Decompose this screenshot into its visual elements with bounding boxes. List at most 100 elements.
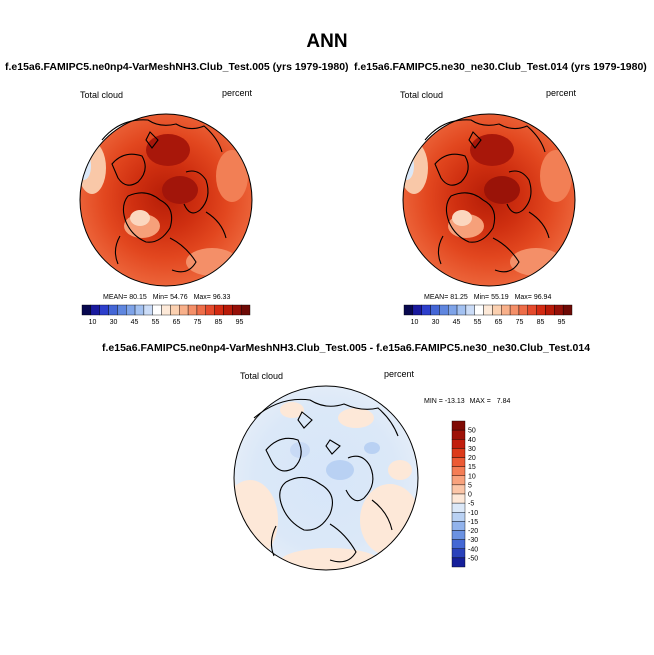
- panel-3-colorbar-label-4: 15: [468, 464, 476, 471]
- panel-2-colorbar-box-4: [439, 304, 449, 316]
- map-1: [79, 113, 253, 287]
- panel-3-title: f.e15a6.FAMIPC5.ne0np4-VarMeshNH3.Club_T…: [102, 342, 591, 354]
- figure-title: ANN: [306, 31, 348, 52]
- panel-2-colorbar-label-2: 45: [453, 319, 461, 326]
- colorbars: 10 30 45 55 65 75 85 95 10 30 45 55 65 75 85 9550403020…: [81, 304, 573, 568]
- panel-2-colorbar-box-11: [501, 304, 511, 316]
- panel-1-min-value: 54.76: [170, 294, 188, 301]
- panel-1-colorbar-box-4: [117, 304, 127, 316]
- panel-1-colorbar-label-7: 95: [236, 319, 244, 326]
- panel-3-variable-label: Total cloud: [240, 371, 284, 381]
- panel-2-title: f.e15a6.FAMIPC5.ne30_ne30.Club_Test.014 …: [354, 61, 647, 73]
- panel-2-colorbar-box-8: [474, 304, 484, 316]
- panel-1-max-label: Max=: [193, 294, 211, 301]
- panel-3-colorbar-label-14: -50: [468, 555, 478, 562]
- panel-1-title: f.e15a6.FAMIPC5.ne0np4-VarMeshNH3.Club_T…: [5, 61, 349, 73]
- panel-1-colorbar-box-18: [240, 304, 251, 316]
- panel-1-colorbar-label-3: 55: [152, 319, 160, 326]
- panel-2-colorbar-label-5: 75: [516, 319, 524, 326]
- map-3-border: [233, 385, 419, 571]
- panel-2-colorbar-box-9: [483, 304, 493, 316]
- panel-3-colorbar-box-2: [451, 439, 466, 449]
- map-3-coastlines: [253, 398, 399, 563]
- panel-2-colorbar-box-17: [554, 304, 564, 316]
- panel-2-min-label: Min=: [473, 294, 490, 301]
- panel-3-colorbar-label-7: 0: [468, 492, 472, 499]
- panel-2-colorbar-box-15: [536, 304, 546, 316]
- panel-3-colorbar-label-0: 50: [468, 428, 476, 435]
- panel-3-colorbar-label-8: -5: [468, 501, 474, 508]
- panel-2-colorbar-box-10: [492, 304, 502, 316]
- panel-1-colorbar-label-6: 85: [215, 319, 223, 326]
- panel-3-colorbar-box-8: [451, 493, 466, 504]
- panel-1-colorbar-box-11: [179, 304, 189, 316]
- panel-1-colorbar-box-9: [161, 304, 171, 316]
- panel-3-colorbar-box-12: [451, 530, 466, 540]
- panel-2-colorbar-label-6: 85: [537, 319, 545, 326]
- panel-3-colorbar-box-15: [451, 557, 466, 568]
- panel-1-colorbar-box-0: [81, 304, 92, 316]
- panel-3-stats: MIN = -13.13 MAX = 7.84: [424, 398, 510, 405]
- panel-2-colorbar-label-0: 10: [411, 319, 419, 326]
- panel-1-colorbar-box-6: [134, 304, 145, 316]
- panel-1-colorbar-box-12: [187, 304, 198, 316]
- panel-2-colorbar-label-7: 95: [558, 319, 566, 326]
- panel-3-colorbar-box-11: [451, 521, 466, 531]
- panel-3-min-label: MIN =: [424, 398, 443, 405]
- panel-3-colorbar-label-9: -10: [468, 510, 478, 517]
- panel-3-colorbar-label-6: 5: [468, 482, 472, 489]
- panel-2-colorbar-box-7: [465, 304, 475, 316]
- panel-1-colorbar-box-15: [214, 304, 224, 316]
- panel-2-colorbar-box-6: [456, 304, 467, 316]
- panel-1-units-label: percent: [222, 88, 253, 98]
- panel-2-colorbar-box-2: [421, 304, 431, 316]
- panel-2-colorbar-box-14: [527, 304, 537, 316]
- panel-1-colorbar-label-5: 75: [194, 319, 202, 326]
- panel-1-colorbar-box-16: [223, 304, 233, 316]
- panel-3-colorbar-label-11: -20: [468, 528, 478, 535]
- panel-2-colorbar-box-18: [562, 304, 573, 316]
- panel-1-max-value: 96.33: [212, 294, 231, 301]
- panel-1-min-label: Min=: [152, 294, 169, 301]
- panel-2-colorbar-box-12: [509, 304, 520, 316]
- panel-3-units-label: percent: [384, 369, 415, 379]
- panel-2-max-label: Max=: [514, 294, 532, 301]
- panel-2-stats: MEAN= 81.25 Min= 55.19 Max= 96.94: [424, 294, 551, 301]
- map-2-border: [402, 113, 576, 287]
- map-2-patches: [403, 134, 572, 276]
- panel-1-colorbar-box-13: [196, 304, 206, 316]
- panel-3-colorbar-box-9: [451, 502, 466, 513]
- panel-1-colorbar-box-1: [90, 304, 100, 316]
- panel-3-colorbar-box-5: [451, 466, 466, 476]
- panel-3-colorbar-box-6: [451, 475, 466, 486]
- panel-3-colorbar-box-13: [451, 539, 466, 549]
- panel-1-colorbar-label-1: 30: [110, 319, 118, 326]
- panel-3-colorbar-label-12: -30: [468, 537, 478, 544]
- panel-2-variable-label: Total cloud: [400, 90, 444, 100]
- panel-3-max-label: MAX =: [469, 398, 491, 405]
- panel-3-colorbar-label-3: 20: [468, 455, 476, 462]
- panel-3-colorbar-box-4: [451, 457, 466, 467]
- map-2: [402, 113, 576, 287]
- panel-3-colorbar-label-13: -40: [468, 546, 478, 553]
- panel-3-max-value: 7.84: [496, 398, 511, 405]
- panel-3-colorbar-box-1: [451, 429, 466, 440]
- panel-1-colorbar-box-10: [170, 304, 180, 316]
- panel-1-colorbar-label-4: 65: [173, 319, 181, 326]
- map-3: [233, 385, 419, 571]
- panel-1-mean-label: MEAN=: [103, 294, 128, 301]
- panel-1-colorbar-box-14: [205, 304, 215, 316]
- panel-1-colorbar-label-0: 10: [89, 319, 97, 326]
- panel-2-colorbar-label-1: 30: [432, 319, 440, 326]
- panel-3-colorbar-box-14: [451, 548, 466, 559]
- panel-3-min-value: -13.13: [444, 398, 465, 405]
- panel-1-stats: MEAN= 80.15 Min= 54.76 Max= 96.33: [103, 294, 230, 301]
- map-2-field: [403, 114, 575, 286]
- panel-1-colorbar-box-17: [232, 304, 242, 316]
- panel-2-mean-label: MEAN=: [424, 294, 449, 301]
- panel-1-colorbar-box-5: [126, 304, 136, 316]
- panel-1-colorbar-box-2: [99, 304, 109, 316]
- panel-2-colorbar-label-3: 55: [474, 319, 482, 326]
- panel-2-colorbar-box-13: [518, 304, 528, 316]
- panel-2-max-value: 96.94: [533, 294, 552, 301]
